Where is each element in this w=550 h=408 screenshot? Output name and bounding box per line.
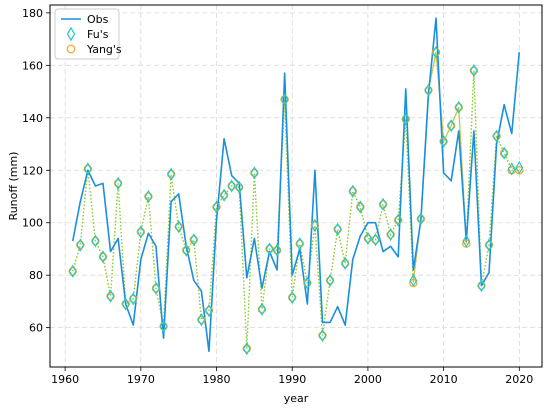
fu-point — [182, 243, 191, 257]
x-tick-label: 2000 — [354, 373, 382, 386]
fu-point — [220, 188, 228, 202]
fu-point — [424, 83, 433, 97]
x-tick-label: 2020 — [505, 373, 533, 386]
fu-point — [454, 100, 463, 114]
fu-point — [250, 166, 259, 180]
fu-point — [507, 162, 516, 176]
fu-point — [273, 243, 281, 257]
fu-point — [303, 276, 312, 290]
y-tick-label: 180 — [22, 7, 43, 20]
y-tick-label: 100 — [22, 217, 43, 230]
fu-point — [242, 342, 251, 356]
fu-point — [235, 180, 244, 194]
fu-point — [295, 237, 304, 251]
fu-point — [212, 200, 221, 214]
legend-yang-marker — [66, 44, 76, 54]
fu-point — [280, 92, 289, 107]
fu-point — [159, 319, 168, 333]
fu-point — [409, 273, 418, 288]
fu-point — [401, 112, 410, 126]
legend-fu-marker — [66, 26, 76, 42]
y-axis-ticks: 60 80 100 120 140 160 180 — [22, 7, 50, 335]
fu-point — [227, 179, 236, 193]
fu-point — [205, 304, 213, 318]
legend-obs-label: Obs — [87, 13, 109, 26]
fu-point — [144, 189, 153, 204]
x-axis-ticks: 1960 1970 1980 1990 2000 2010 2020 — [51, 367, 533, 386]
fu-point — [197, 313, 206, 327]
fu-point — [68, 264, 77, 278]
fu-point — [167, 167, 175, 181]
fu-point — [318, 328, 327, 343]
x-tick-label: 1980 — [203, 373, 231, 386]
x-tick-label: 1970 — [127, 373, 155, 386]
y-axis-label: Runoff (mm) — [7, 152, 20, 221]
fu-point — [84, 162, 92, 176]
x-tick-label: 2010 — [430, 373, 458, 386]
fu-point — [136, 225, 145, 239]
fu-point — [311, 218, 319, 232]
fu-point — [364, 231, 372, 246]
legend-box — [54, 8, 120, 60]
fu-point — [114, 176, 122, 190]
fu-point — [76, 238, 85, 252]
fu-point — [432, 45, 440, 59]
fu-point — [326, 273, 334, 288]
fu-point — [417, 212, 425, 226]
grid — [50, 5, 542, 367]
y-tick-label: 160 — [22, 59, 43, 72]
y-tick-label: 80 — [29, 269, 43, 282]
plot-frame — [49, 4, 543, 368]
fu-point — [341, 256, 350, 270]
y-tick-label: 60 — [29, 322, 43, 335]
fu-point — [462, 234, 471, 248]
fu-point — [492, 129, 501, 143]
fu-point — [470, 63, 478, 78]
fu-point — [288, 290, 297, 305]
fu-point — [386, 227, 395, 242]
legend: Obs Fu's Yang's — [54, 8, 122, 60]
fu-point — [485, 238, 493, 252]
fu-point — [106, 289, 115, 303]
fu-point — [348, 184, 357, 198]
fu-point — [189, 233, 198, 247]
fu-point — [333, 222, 342, 236]
obs-line — [71, 17, 521, 353]
x-tick-label: 1990 — [278, 373, 306, 386]
y-tick-label: 140 — [22, 112, 43, 125]
fu-point — [129, 292, 138, 306]
fu-point — [265, 242, 274, 256]
fu-point — [394, 213, 403, 227]
fu-point — [174, 220, 183, 234]
fu-point — [99, 250, 107, 264]
fu-point — [439, 134, 448, 149]
y-tick-label: 120 — [22, 164, 43, 177]
fu-point — [121, 297, 130, 311]
x-axis-label: year — [284, 392, 309, 405]
fu-point — [152, 281, 160, 295]
fu-point — [356, 200, 365, 214]
fu-point — [500, 146, 508, 160]
fu-point — [477, 279, 486, 293]
legend-yang-label: Yang's — [86, 43, 122, 56]
fu-point — [371, 233, 380, 247]
series-layer — [68, 17, 524, 356]
fu-point — [258, 302, 266, 316]
fu-point — [447, 119, 456, 133]
fu-point — [379, 197, 387, 211]
legend-fu-label: Fu's — [87, 28, 109, 41]
fu-point — [515, 161, 524, 175]
x-tick-label: 1960 — [51, 373, 79, 386]
fu-point — [91, 234, 100, 248]
